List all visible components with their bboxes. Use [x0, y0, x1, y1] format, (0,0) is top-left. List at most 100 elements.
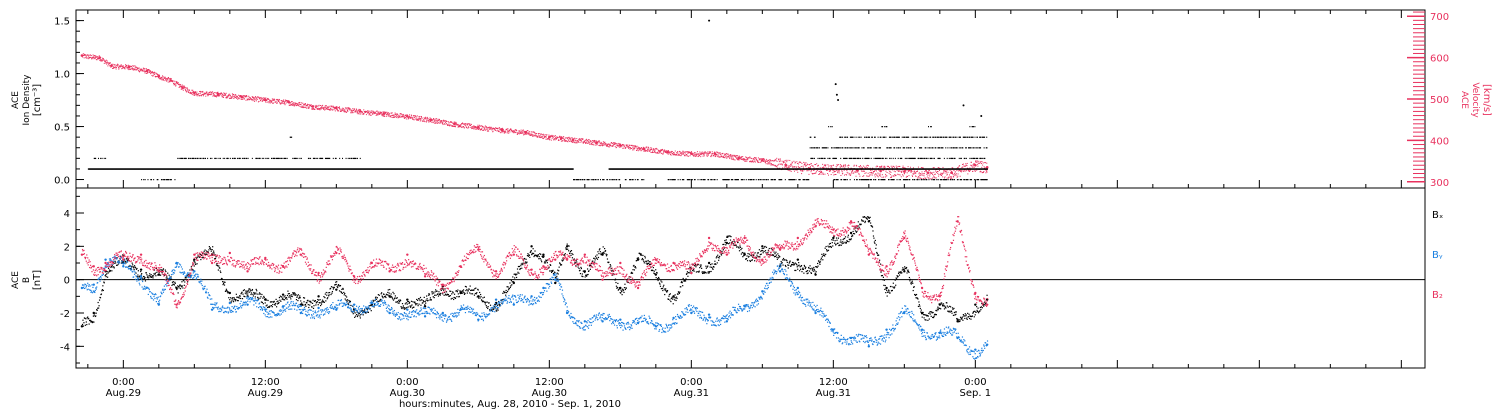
- velocity-sample: [435, 122, 436, 123]
- density-sample: [678, 179, 679, 180]
- velocity-sample: [531, 135, 532, 136]
- velocity-sample: [315, 107, 316, 108]
- velocity-sample: [717, 156, 718, 157]
- velocity-sample: [939, 170, 940, 171]
- velocity-sample: [352, 108, 353, 109]
- velocity-sample: [453, 124, 454, 125]
- velocity-sample: [585, 143, 586, 144]
- velocity-sample: [848, 167, 849, 168]
- velocity-sample: [837, 165, 838, 166]
- velocity-sample: [789, 167, 790, 168]
- velocity-sample: [725, 156, 726, 157]
- velocity-sample: [371, 112, 372, 113]
- velocity-sample: [508, 131, 509, 132]
- x-tick-time-label: 12:00: [819, 377, 848, 388]
- velocity-sample: [273, 103, 274, 104]
- velocity-sample: [507, 130, 508, 131]
- velocity-sample: [191, 90, 192, 91]
- velocity-sample: [179, 84, 180, 85]
- velocity-sample: [708, 155, 709, 156]
- velocity-sample: [639, 148, 640, 149]
- velocity-sample: [468, 127, 469, 128]
- velocity-sample: [752, 161, 753, 162]
- bottom-ylabel-line: B: [22, 277, 32, 283]
- velocity-sample: [894, 167, 895, 168]
- velocity-sample: [209, 92, 210, 93]
- velocity-sample: [614, 142, 615, 143]
- velocity-sample: [843, 166, 844, 167]
- velocity-sample: [683, 151, 684, 152]
- velocity-sample: [147, 71, 148, 72]
- velocity-sample: [827, 170, 828, 171]
- velocity-sample: [443, 120, 444, 121]
- velocity-sample: [187, 88, 188, 89]
- velocity-sample: [876, 174, 877, 175]
- velocity-sample: [319, 109, 320, 110]
- velocity-sample: [175, 84, 176, 85]
- velocity-sample: [765, 162, 766, 163]
- velocity-sample: [420, 118, 421, 119]
- velocity-sample: [918, 176, 919, 177]
- velocity-sample: [193, 91, 194, 92]
- velocity-sample: [888, 166, 889, 167]
- velocity-sample: [446, 121, 447, 122]
- velocity-sample: [918, 167, 919, 168]
- velocity-sample: [88, 58, 89, 59]
- velocity-sample: [510, 128, 511, 129]
- velocity-sample: [372, 111, 373, 112]
- velocity-sample: [921, 174, 922, 175]
- velocity-sample: [831, 174, 832, 175]
- velocity-sample: [820, 167, 821, 168]
- velocity-sample: [879, 174, 880, 175]
- velocity-sample: [118, 64, 119, 65]
- velocity-sample: [688, 156, 689, 157]
- velocity-sample: [392, 112, 393, 113]
- density-sample: [899, 179, 900, 180]
- density-sample: [764, 179, 765, 180]
- velocity-sample: [875, 176, 876, 177]
- velocity-sample: [710, 152, 711, 153]
- velocity-sample: [239, 96, 240, 97]
- velocity-sample: [569, 137, 570, 138]
- velocity-sample: [634, 147, 635, 148]
- velocity-sample: [89, 57, 90, 58]
- velocity-sample: [164, 80, 165, 81]
- velocity-sample: [969, 171, 970, 172]
- velocity-sample: [351, 112, 352, 113]
- velocity-sample: [872, 175, 873, 176]
- velocity-sample: [309, 104, 310, 105]
- velocity-sample: [808, 170, 809, 171]
- velocity-sample: [417, 115, 418, 116]
- velocity-sample: [388, 114, 389, 115]
- velocity-sample: [835, 171, 836, 172]
- velocity-sample: [811, 165, 812, 166]
- velocity-sample: [817, 170, 818, 171]
- velocity-sample: [616, 143, 617, 144]
- velocity-sample: [431, 119, 432, 120]
- velocity-sample: [151, 75, 152, 76]
- velocity-sample: [685, 153, 686, 154]
- velocity-sample: [330, 109, 331, 110]
- velocity-sample: [374, 113, 375, 114]
- velocity-sample: [703, 156, 704, 157]
- velocity-sample: [522, 130, 523, 131]
- velocity-sample: [353, 112, 354, 113]
- velocity-sample: [388, 116, 389, 117]
- velocity-sample: [712, 153, 713, 154]
- density-sample: [712, 179, 713, 180]
- density-sample: [850, 179, 851, 180]
- velocity-sample: [810, 168, 811, 169]
- velocity-sample: [955, 171, 956, 172]
- velocity-sample: [301, 102, 302, 103]
- velocity-sample: [729, 157, 730, 158]
- velocity-sample: [253, 100, 254, 101]
- velocity-sample: [816, 163, 817, 164]
- velocity-sample: [745, 160, 746, 161]
- velocity-sample: [411, 115, 412, 116]
- density-sample: [174, 179, 175, 180]
- velocity-sample: [154, 74, 155, 75]
- velocity-sample: [971, 166, 972, 167]
- velocity-sample: [616, 147, 617, 148]
- velocity-sample: [853, 173, 854, 174]
- density-sample: [841, 179, 842, 180]
